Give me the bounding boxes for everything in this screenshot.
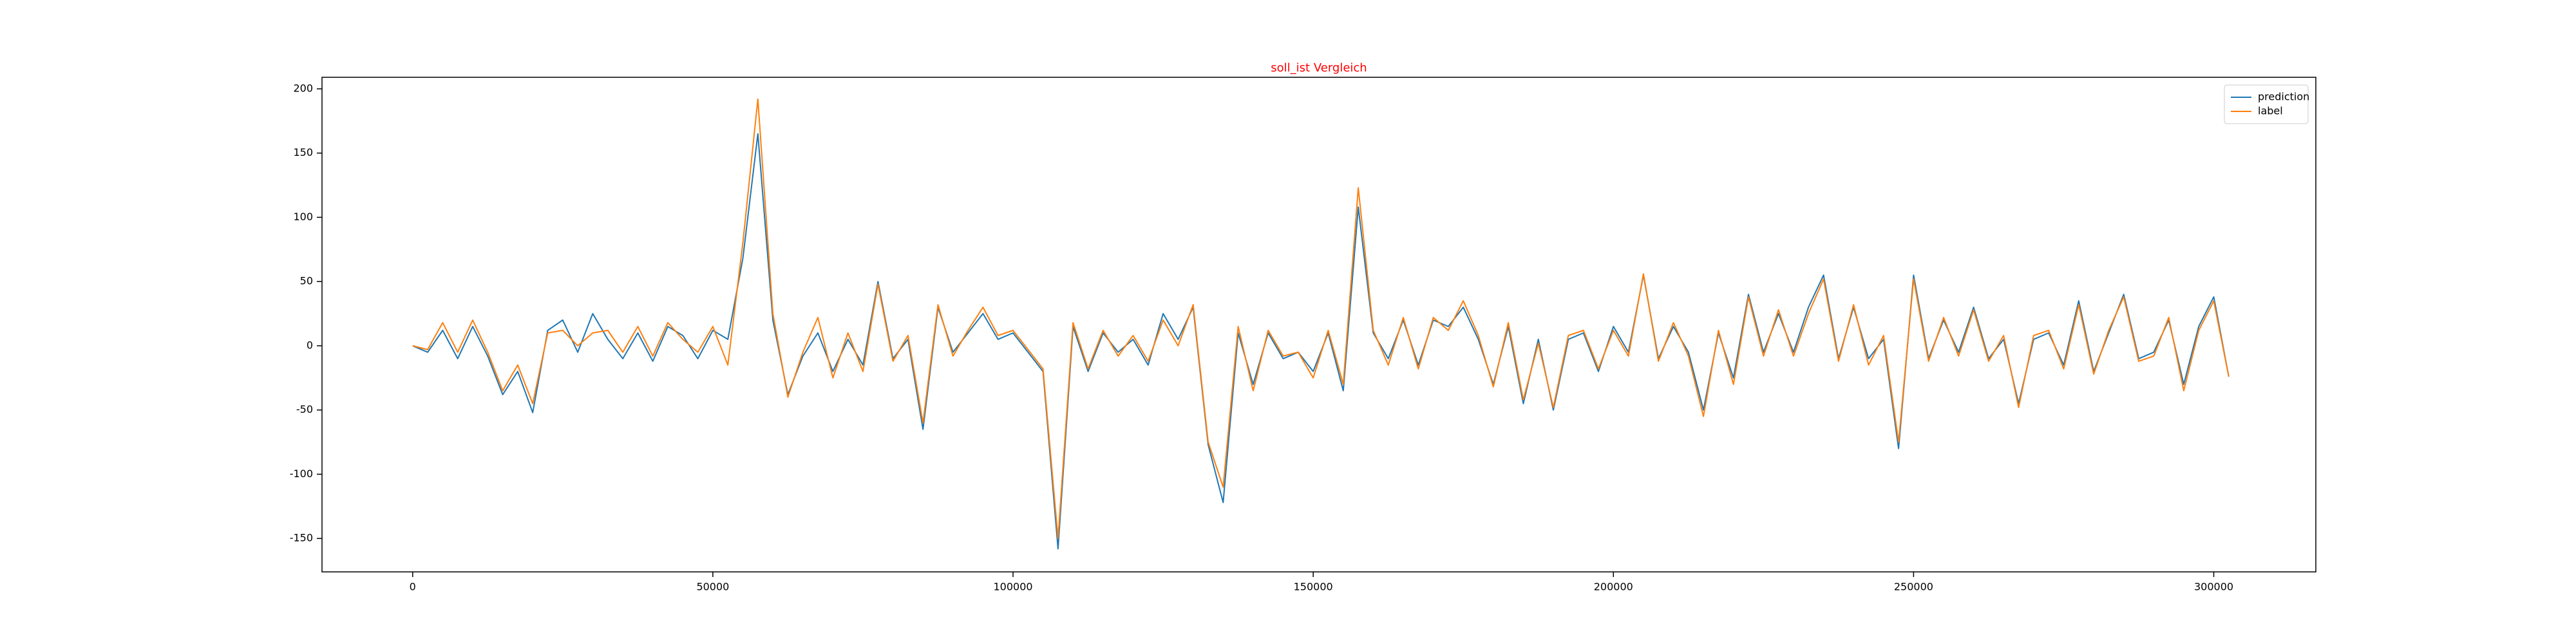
y-tick-label: 200 [293, 82, 313, 94]
legend-label: label [2258, 105, 2283, 117]
x-tick-label: 100000 [993, 581, 1032, 593]
x-tick-label: 250000 [1894, 581, 1933, 593]
x-tick-label: 200000 [1594, 581, 1633, 593]
y-tick-label: 100 [293, 211, 313, 223]
legend-label: prediction [2258, 91, 2309, 103]
x-tick-label: 50000 [696, 581, 729, 593]
y-tick-label: 150 [293, 146, 313, 158]
x-tick-label: 300000 [2194, 581, 2233, 593]
y-tick-label: 0 [307, 339, 313, 351]
x-tick-label: 150000 [1294, 581, 1333, 593]
y-tick-label: -50 [296, 403, 313, 415]
chart-title: soll_ist Vergleich [1271, 61, 1367, 75]
y-tick-label: -100 [290, 468, 313, 480]
y-tick-label: 50 [300, 275, 313, 287]
line-series [412, 98, 2230, 540]
legend-box [2224, 84, 2309, 124]
legend: prediction label [2224, 84, 2309, 124]
plot-frame [321, 77, 2316, 573]
x-tick-label: 0 [410, 581, 416, 593]
y-tick-label: -150 [290, 532, 313, 544]
